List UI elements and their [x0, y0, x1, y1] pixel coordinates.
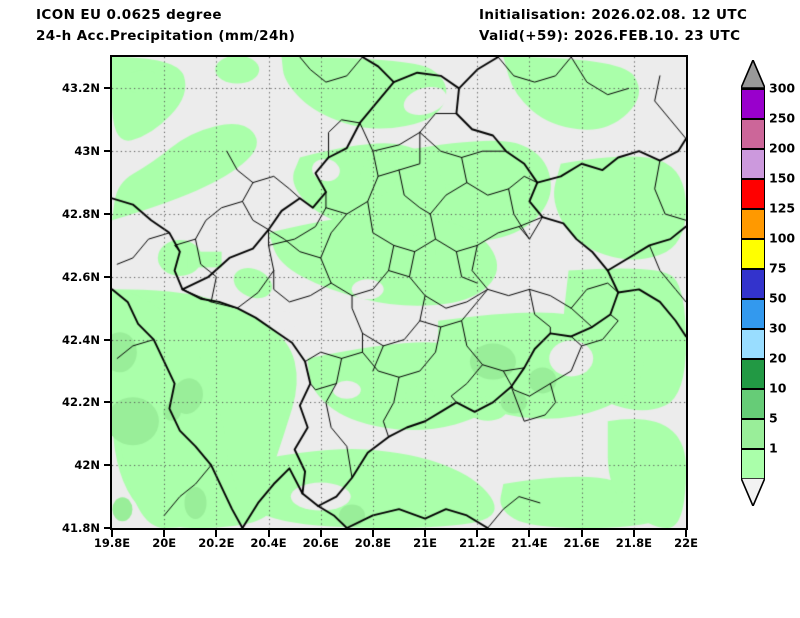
longitude-tick-mark — [424, 530, 427, 537]
latitude-tick-mark — [104, 150, 111, 153]
latitude-tick-label: 42.6N — [62, 269, 100, 284]
colorbar-tick-label: 30 — [769, 320, 787, 336]
colorbar-tick-line — [741, 268, 765, 270]
colorbar-segment — [741, 208, 765, 238]
latitude-tick-label: 42.4N — [62, 332, 100, 347]
colorbar-tick-label: 100 — [769, 230, 796, 246]
colorbar-segment — [741, 418, 765, 448]
latitude-tick-mark — [104, 213, 111, 215]
colorbar-segment — [741, 88, 765, 118]
longitude-tick-mark — [371, 530, 374, 537]
colorbar-segment — [741, 448, 765, 478]
map-plot-area[interactable] — [110, 55, 688, 530]
longitude-tick-mark — [632, 530, 635, 537]
colorbar-tick-line — [741, 148, 765, 150]
colorbar-tick-label: 10 — [769, 380, 787, 396]
latitude-tick-label: 42.2N — [62, 395, 100, 410]
longitude-tick-label: 21.2E — [459, 536, 496, 550]
longitude-tick-mark — [476, 530, 479, 537]
longitude-tick-mark — [111, 530, 113, 537]
valid-time-label: Valid(+59): 2026.FEB.10. 23 UTC — [479, 28, 741, 44]
latitude-tick-mark — [104, 338, 111, 341]
latitude-tick-mark — [104, 401, 111, 404]
header: ICON EU 0.0625 degree 24-h Acc.Precipita… — [0, 0, 800, 50]
colorbar-segment — [741, 238, 765, 268]
colorbar-tick-label: 200 — [769, 140, 796, 156]
colorbar-segment — [741, 178, 765, 208]
longitude-tick-mark — [685, 530, 687, 537]
colorbar-tick-line — [741, 448, 765, 450]
colorbar-tick-line — [741, 238, 765, 240]
longitude-tick-label: 20.6E — [302, 536, 339, 550]
colorbar-under-arrow — [741, 478, 765, 506]
colorbar-segment — [741, 388, 765, 418]
longitude-tick-label: 20E — [152, 536, 177, 550]
colorbar-tick-line — [741, 418, 765, 420]
latitude-tick-label: 42.8N — [62, 207, 100, 221]
lat-lon-gridlines — [112, 57, 686, 528]
longitude-tick-label: 21E — [413, 536, 438, 550]
longitude-tick-label: 21.4E — [511, 536, 548, 550]
field-name-label: 24-h Acc.Precipitation (mm/24h) — [36, 28, 296, 44]
longitude-tick-mark — [163, 530, 166, 537]
colorbar-tick-label: 75 — [769, 260, 787, 276]
colorbar-tick-line — [741, 388, 765, 390]
colorbar-tick-line — [741, 118, 765, 120]
latitude-tick-mark — [104, 275, 111, 278]
colorbar-segment — [741, 328, 765, 358]
model-name-label: ICON EU 0.0625 degree — [36, 7, 222, 23]
longitude-tick-mark — [215, 530, 218, 537]
colorbar-tick-line — [741, 328, 765, 330]
longitude-tick-mark — [580, 530, 583, 537]
colorbar-tick-line — [741, 178, 765, 180]
colorbar-over-arrow — [741, 60, 765, 88]
colorbar-segment — [741, 268, 765, 298]
longitude-tick-mark — [319, 530, 322, 537]
longitude-tick-label: 21.8E — [615, 536, 652, 550]
colorbar-tick-label: 300 — [769, 80, 796, 96]
initialisation-label: Initialisation: 2026.02.08. 12 UTC — [479, 7, 748, 23]
longitude-tick-label: 20.4E — [250, 536, 287, 550]
latitude-tick-label: 43.2N — [62, 81, 100, 96]
longitude-tick-mark — [267, 530, 270, 537]
longitude-tick-label: 20.8E — [354, 536, 392, 550]
longitude-tick-mark — [528, 530, 531, 537]
colorbar-segment — [741, 148, 765, 178]
colorbar-tick-label: 1 — [769, 440, 778, 456]
longitude-tick-label: 21.6E — [563, 536, 600, 550]
latitude-tick-mark — [104, 527, 111, 529]
colorbar-tick-line — [741, 298, 765, 300]
colorbar-segment — [741, 358, 765, 388]
colorbar-tick-label: 20 — [769, 350, 787, 366]
colorbar-tick-line — [741, 88, 765, 90]
colorbar-segment — [741, 298, 765, 328]
colorbar-tick-label: 250 — [769, 110, 796, 126]
colorbar-tick-label: 5 — [769, 410, 778, 426]
colorbar-tick-line — [741, 358, 765, 360]
latitude-tick-mark — [104, 464, 111, 467]
longitude-tick-label: 19.8E — [93, 536, 131, 550]
latitude-tick-label: 41.8N — [62, 521, 100, 535]
colorbar-tick-label: 125 — [769, 200, 796, 216]
colorbar-tick-label: 50 — [769, 290, 787, 306]
colorbar-segment — [741, 118, 765, 148]
latitude-tick-mark — [104, 87, 111, 90]
colorbar-tick-line — [741, 208, 765, 210]
longitude-tick-label: 20.2E — [198, 536, 235, 550]
latitude-tick-label: 43N — [74, 144, 100, 159]
latitude-tick-label: 42N — [74, 458, 100, 473]
colorbar-tick-label: 150 — [769, 170, 796, 186]
longitude-tick-label: 22E — [674, 536, 698, 550]
